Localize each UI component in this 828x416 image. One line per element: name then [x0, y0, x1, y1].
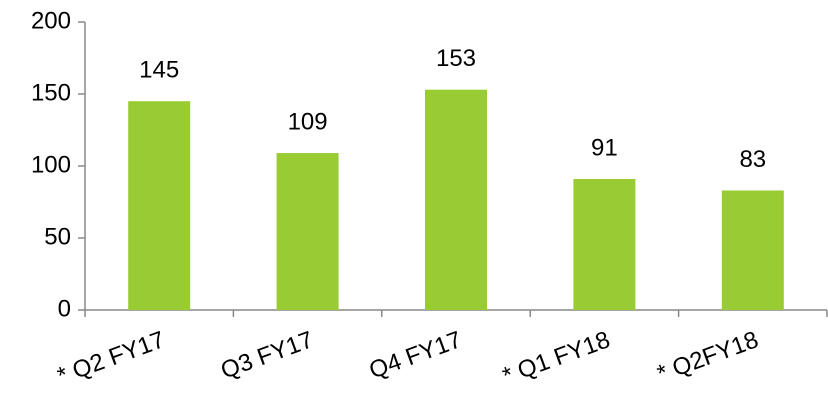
x-tick-label: Q4 FY17 — [366, 326, 465, 384]
bar — [276, 153, 339, 310]
data-label: 83 — [739, 146, 766, 173]
bar — [573, 178, 636, 310]
y-tick-label: 200 — [31, 7, 71, 34]
x-tick-label: * Q1 FY18 — [499, 326, 614, 390]
y-tick-label: 50 — [44, 223, 71, 250]
x-tick-label: * Q2FY18 — [654, 326, 762, 387]
data-label: 145 — [139, 57, 179, 84]
bar — [128, 101, 191, 310]
x-tick-label: Q3 FY17 — [217, 326, 316, 384]
x-tick-label: * Q2 FY17 — [54, 326, 169, 390]
bar — [721, 190, 784, 310]
y-tick-label: 150 — [31, 79, 71, 106]
data-label: 153 — [436, 45, 476, 72]
y-tick-label: 0 — [58, 295, 71, 322]
data-label: 109 — [288, 108, 328, 135]
y-tick-label: 100 — [31, 151, 71, 178]
data-label: 91 — [591, 134, 618, 161]
bar — [425, 89, 487, 311]
